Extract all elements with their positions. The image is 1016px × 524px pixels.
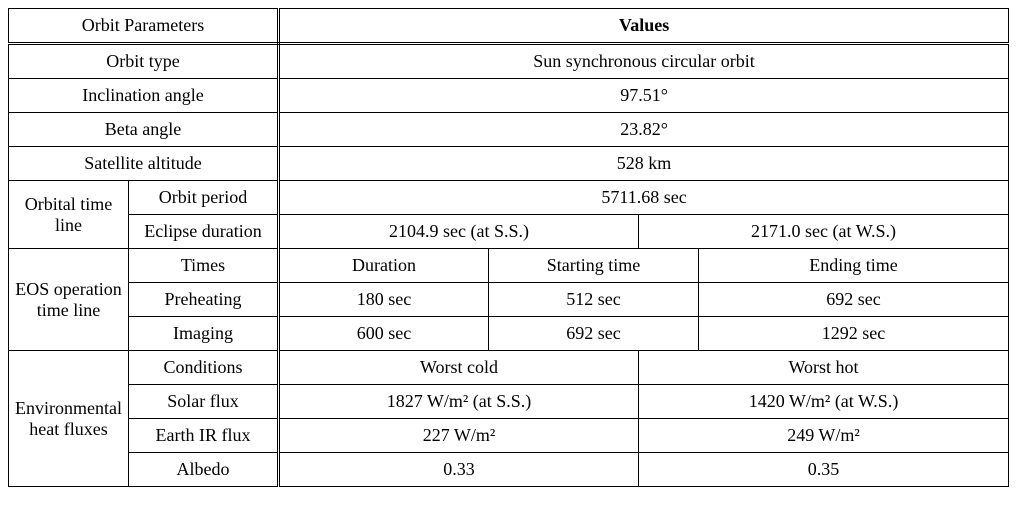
row-beta: Beta angle 23.82° bbox=[9, 113, 1009, 147]
label-eos-duration: Duration bbox=[279, 249, 489, 283]
group-eos: EOS operation time line bbox=[9, 249, 129, 351]
value-eclipse-ws: 2171.0 sec (at W.S.) bbox=[639, 215, 1009, 249]
value-imaging-ending: 1292 sec bbox=[699, 317, 1009, 351]
row-eos-preheating: Preheating 180 sec 512 sec 692 sec bbox=[9, 283, 1009, 317]
header-orbit-parameters: Orbit Parameters bbox=[9, 9, 279, 44]
value-imaging-duration: 600 sec bbox=[279, 317, 489, 351]
row-env-ir: Earth IR flux 227 W/m² 249 W/m² bbox=[9, 419, 1009, 453]
label-altitude: Satellite altitude bbox=[9, 147, 279, 181]
label-eos-ending: Ending time bbox=[699, 249, 1009, 283]
label-albedo: Albedo bbox=[129, 453, 279, 487]
value-ir-cold: 227 W/m² bbox=[279, 419, 639, 453]
value-altitude: 528 km bbox=[279, 147, 1009, 181]
value-imaging-starting: 692 sec bbox=[489, 317, 699, 351]
value-orbit-type: Sun synchronous circular orbit bbox=[279, 44, 1009, 79]
label-solar-flux: Solar flux bbox=[129, 385, 279, 419]
label-orbit-period: Orbit period bbox=[129, 181, 279, 215]
label-earth-ir: Earth IR flux bbox=[129, 419, 279, 453]
value-beta: 23.82° bbox=[279, 113, 1009, 147]
group-env: Environmental heat fluxes bbox=[9, 351, 129, 487]
value-orbit-period: 5711.68 sec bbox=[279, 181, 1009, 215]
value-conditions-cold: Worst cold bbox=[279, 351, 639, 385]
value-ir-hot: 249 W/m² bbox=[639, 419, 1009, 453]
value-preheating-ending: 692 sec bbox=[699, 283, 1009, 317]
row-altitude: Satellite altitude 528 km bbox=[9, 147, 1009, 181]
row-orbit-period: Orbital time line Orbit period 5711.68 s… bbox=[9, 181, 1009, 215]
table-header-row: Orbit Parameters Values bbox=[9, 9, 1009, 44]
label-inclination: Inclination angle bbox=[9, 79, 279, 113]
row-eos-imaging: Imaging 600 sec 692 sec 1292 sec bbox=[9, 317, 1009, 351]
label-imaging: Imaging bbox=[129, 317, 279, 351]
value-inclination: 97.51° bbox=[279, 79, 1009, 113]
row-env-conditions: Environmental heat fluxes Conditions Wor… bbox=[9, 351, 1009, 385]
value-albedo-cold: 0.33 bbox=[279, 453, 639, 487]
header-values: Values bbox=[279, 9, 1009, 44]
label-eclipse: Eclipse duration bbox=[129, 215, 279, 249]
group-orbital-timeline: Orbital time line bbox=[9, 181, 129, 249]
row-env-albedo: Albedo 0.33 0.35 bbox=[9, 453, 1009, 487]
label-beta: Beta angle bbox=[9, 113, 279, 147]
label-orbit-type: Orbit type bbox=[9, 44, 279, 79]
orbit-parameters-table: Orbit Parameters Values Orbit type Sun s… bbox=[8, 8, 1009, 487]
value-preheating-duration: 180 sec bbox=[279, 283, 489, 317]
value-solar-cold: 1827 W/m² (at S.S.) bbox=[279, 385, 639, 419]
label-conditions: Conditions bbox=[129, 351, 279, 385]
label-eos-times: Times bbox=[129, 249, 279, 283]
row-env-solar: Solar flux 1827 W/m² (at S.S.) 1420 W/m²… bbox=[9, 385, 1009, 419]
value-solar-hot: 1420 W/m² (at W.S.) bbox=[639, 385, 1009, 419]
row-orbit-type: Orbit type Sun synchronous circular orbi… bbox=[9, 44, 1009, 79]
value-preheating-starting: 512 sec bbox=[489, 283, 699, 317]
row-eos-header: EOS operation time line Times Duration S… bbox=[9, 249, 1009, 283]
row-eclipse: Eclipse duration 2104.9 sec (at S.S.) 21… bbox=[9, 215, 1009, 249]
label-eos-starting: Starting time bbox=[489, 249, 699, 283]
value-albedo-hot: 0.35 bbox=[639, 453, 1009, 487]
label-preheating: Preheating bbox=[129, 283, 279, 317]
value-conditions-hot: Worst hot bbox=[639, 351, 1009, 385]
row-inclination: Inclination angle 97.51° bbox=[9, 79, 1009, 113]
value-eclipse-ss: 2104.9 sec (at S.S.) bbox=[279, 215, 639, 249]
